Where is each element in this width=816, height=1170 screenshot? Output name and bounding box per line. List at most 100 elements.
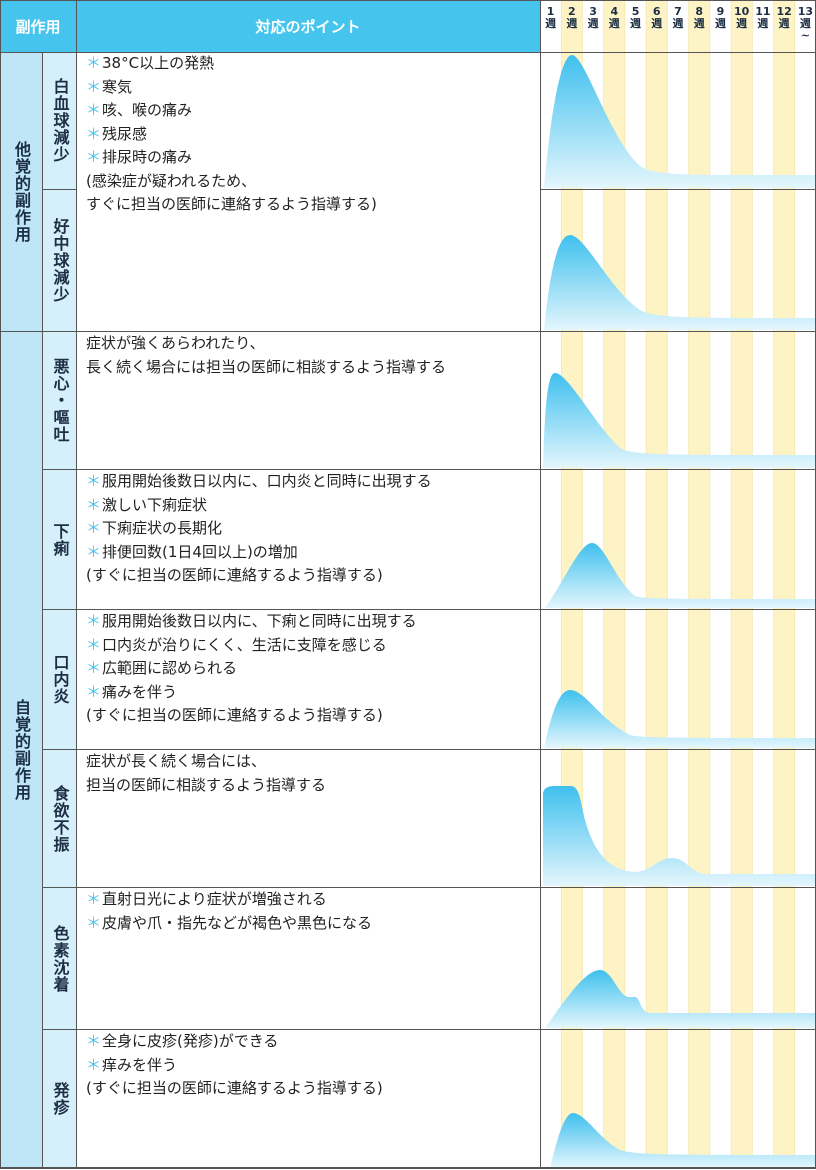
week-number: 12 [776, 5, 792, 18]
bullet: ＊ [86, 890, 102, 908]
point-line: ＊激しい下痢症状 [86, 494, 207, 518]
point-text: すぐに担当の医師に連絡するよう指導する) [86, 195, 377, 213]
point-text: (すぐに担当の医師に連絡するよう指導する) [86, 1079, 383, 1097]
point-line: 担当の医師に相談するよう指導する [86, 774, 326, 798]
point-line: ＊寒気 [86, 76, 132, 100]
name-cell: 食欲不振 [42, 750, 76, 888]
week-unit: 週 [672, 17, 684, 30]
bullet: ＊ [86, 542, 102, 561]
category-label: 他覚的副作用 [12, 140, 31, 243]
point-line: (感染症が疑われるため、 [86, 170, 256, 194]
category-cell: 自覚的副作用 [0, 332, 42, 1168]
bullet: ＊ [86, 913, 102, 932]
week-unit: 週 [566, 17, 578, 30]
bullet: ＊ [86, 1032, 102, 1050]
week-number: 6 [652, 5, 661, 18]
point-line: ＊排尿時の痛み [86, 146, 192, 170]
week-number: 7 [674, 5, 682, 18]
week-unit: 週 [608, 17, 620, 30]
week-unit: 週 [714, 17, 726, 30]
point-text: 痛みを伴う [102, 682, 178, 701]
week-unit: 週 [545, 17, 557, 30]
category-label: 自覚的副作用 [12, 698, 31, 801]
week-unit: 週 [736, 17, 748, 30]
incidence-curve [543, 373, 816, 468]
bullet: ＊ [86, 472, 102, 490]
point-line: 症状が長く続く場合には、 [86, 750, 266, 774]
name-cell: 悪心・嘔吐 [42, 332, 76, 470]
bullet: ＊ [86, 495, 102, 514]
point-text: 直射日光により症状が増強される [102, 890, 327, 908]
point-text: 痒みを伴う [102, 1055, 178, 1074]
point-text: (感染症が疑われるため、 [86, 171, 257, 190]
point-line: (すぐに担当の医師に連絡するよう指導する) [86, 704, 383, 728]
point-line: ＊服用開始後数日以内に、下痢と同時に出現する [86, 610, 417, 634]
week-unit: 週 [757, 17, 769, 30]
name-cell: 発疹 [42, 1030, 76, 1168]
week-unit: 週 [778, 17, 790, 30]
point-text: (すぐに担当の医師に連絡するよう指導する) [86, 566, 383, 584]
header-category: 副作用 [15, 17, 61, 36]
bullet: ＊ [86, 54, 102, 72]
week-unit: 週 [587, 17, 599, 30]
side-effect-name: 食欲不振 [50, 784, 70, 853]
point-text: 長く続く場合には担当の医師に相談するよう指導する [86, 357, 447, 376]
week-number: 11 [755, 5, 771, 18]
week-header: 10 週 [731, 0, 752, 52]
point-line: ＊痒みを伴う [86, 1054, 177, 1078]
week-number: 1 [546, 5, 555, 18]
point-line: (すぐに担当の医師に連絡するよう指導する) [86, 564, 383, 588]
point-text: 38°C以上の発熱 [102, 54, 215, 72]
point-text: 寒気 [102, 77, 133, 96]
week-unit: 週 [651, 17, 663, 30]
point-text: (すぐに担当の医師に連絡するよう指導する) [86, 706, 383, 724]
points-cell: ＊直射日光により症状が増強される ＊皮膚や爪・指先などが褐色や黒色になる [76, 888, 540, 1030]
point-line: ＊咳、喉の痛み [86, 99, 192, 123]
point-line: ＊下痢症状の長期化 [86, 517, 222, 541]
point-line: ＊痛みを伴う [86, 681, 177, 705]
points-cell: ＊服用開始後数日以内に、口内炎と同時に出現する ＊激しい下痢症状 ＊下痢症状の長期化… [76, 470, 540, 610]
incidence-curve [544, 235, 816, 330]
side-effect-name: 色素沈着 [50, 924, 70, 993]
point-text: 激しい下痢症状 [102, 495, 208, 514]
week-suffix: ~ [800, 29, 810, 42]
points-cell: ＊服用開始後数日以内に、下痢と同時に出現する ＊口内炎が治りにくく、生活に支障を感… [76, 610, 540, 750]
column-line [76, 0, 77, 1169]
name-cell: 下痢 [42, 470, 76, 610]
bullet: ＊ [86, 1055, 102, 1074]
point-text: 服用開始後数日以内に、口内炎と同時に出現する [102, 472, 432, 490]
point-text: 口内炎が治りにくく、生活に支障を感じる [102, 635, 387, 654]
incidence-curve [545, 543, 816, 608]
incidence-curve [543, 786, 816, 886]
incidence-curve [545, 970, 816, 1028]
week-header: 13 週 ~ [795, 0, 816, 52]
week-chart [540, 0, 816, 1168]
week-header: 12 週 [774, 0, 795, 52]
header-cell: 対応のポイント [76, 0, 540, 52]
week-unit: 週 [630, 17, 642, 30]
point-line: ＊38°C以上の発熱 [86, 52, 214, 76]
point-line: ＊直射日光により症状が増強される [86, 888, 327, 912]
week-number: 4 [610, 5, 619, 18]
category-cell: 他覚的副作用 [0, 52, 42, 332]
bullet: ＊ [86, 124, 102, 143]
week-number: 2 [568, 5, 576, 18]
point-text: 服用開始後数日以内に、下痢と同時に出現する [102, 612, 417, 630]
point-line: ＊口内炎が治りにくく、生活に支障を感じる [86, 634, 387, 658]
incidence-curve [550, 1113, 816, 1168]
point-text: 排便回数(1日4回以上)の増加 [102, 542, 298, 561]
header-cell: 副作用 [0, 0, 76, 52]
point-line: ＊全身に皮疹(発疹)ができる [86, 1030, 278, 1054]
side-effect-name: 発疹 [50, 1081, 70, 1116]
bullet: ＊ [86, 101, 102, 119]
bullet: ＊ [86, 682, 102, 701]
points-cell: 症状が強くあらわれたり、 長く続く場合には担当の医師に相談するよう指導する [76, 332, 540, 470]
